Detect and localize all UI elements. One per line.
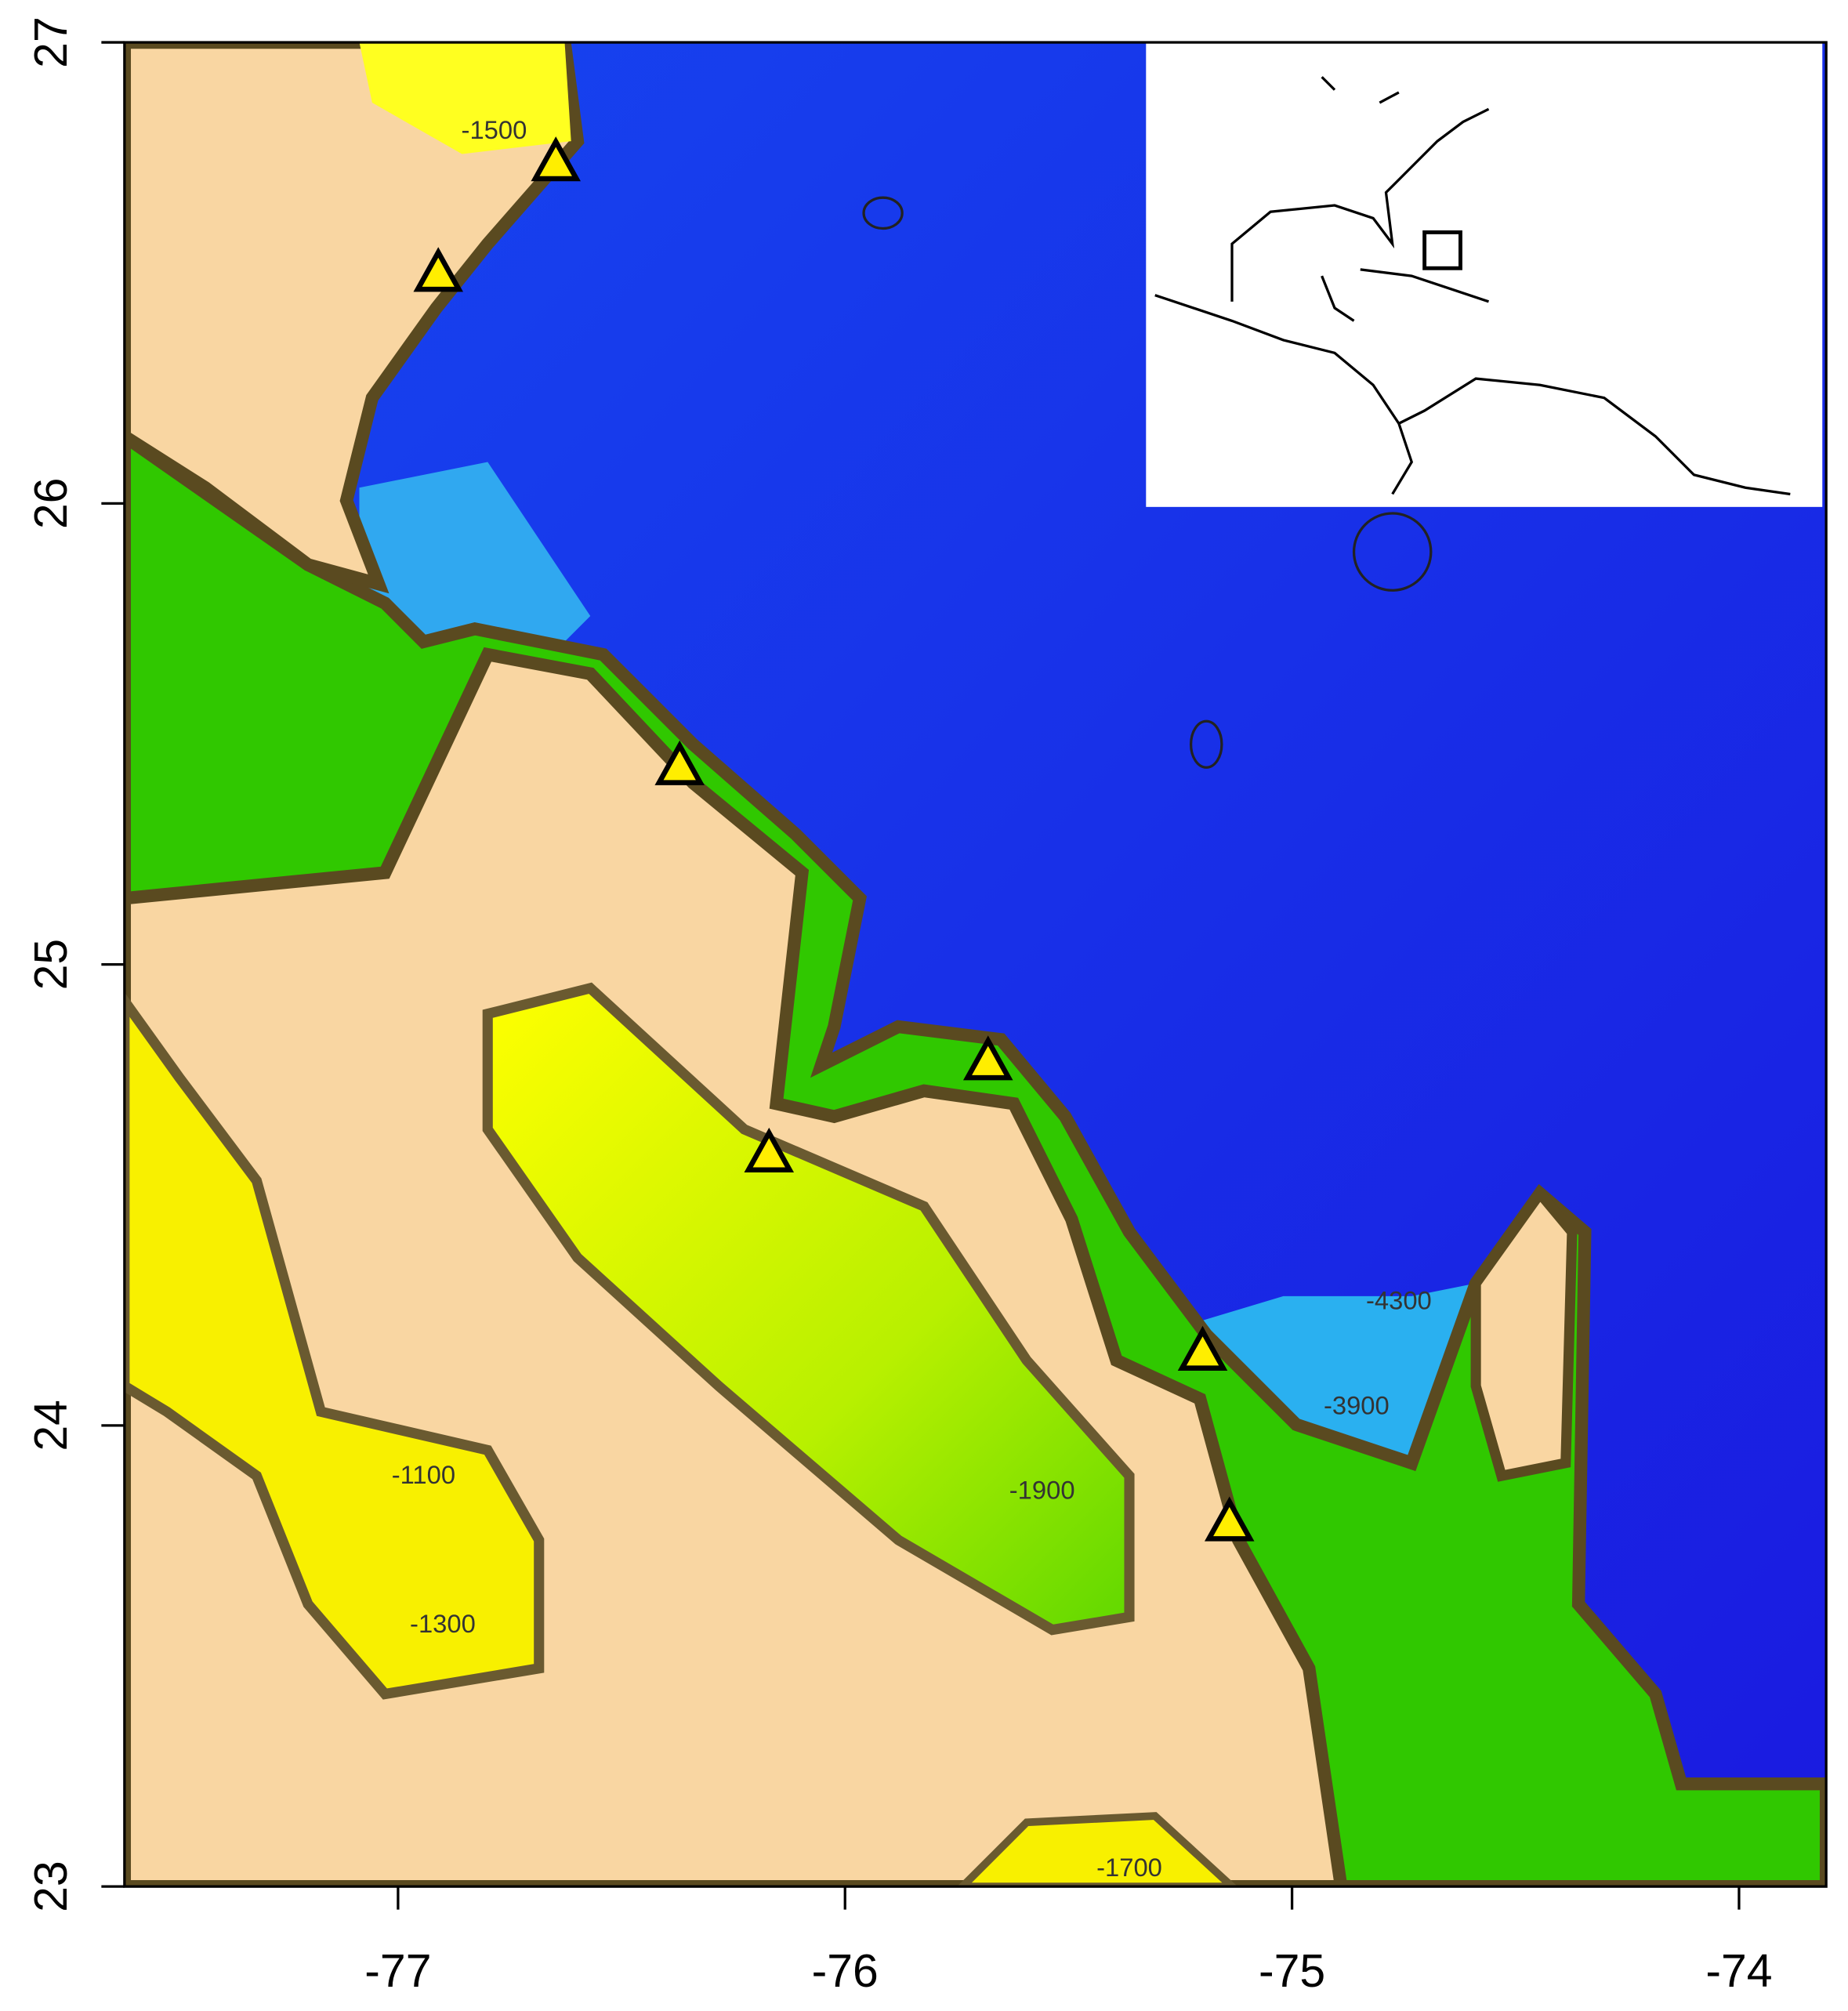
site-marker bbox=[531, 136, 581, 182]
land bbox=[124, 42, 585, 594]
exuma-bank bbox=[482, 982, 1135, 1636]
x-tick-label: -76 bbox=[812, 1946, 879, 1997]
contour-label: -3900 bbox=[1324, 1391, 1390, 1420]
contour bbox=[1352, 512, 1433, 592]
inset-map bbox=[1146, 42, 1823, 507]
site-marker bbox=[1177, 1325, 1228, 1371]
contour-label: -1700 bbox=[1096, 1853, 1162, 1882]
site-marker bbox=[962, 1035, 1013, 1081]
great-bahama-bank bbox=[124, 992, 545, 1700]
shallow-bank bbox=[957, 1812, 1238, 1887]
contour-label: -1500 bbox=[462, 115, 527, 144]
contour bbox=[1189, 719, 1223, 769]
y-tick-label: 27 bbox=[26, 16, 77, 68]
contour-label: -1300 bbox=[410, 1609, 476, 1638]
site-marker bbox=[744, 1127, 795, 1173]
y-tick-label: 23 bbox=[26, 1861, 77, 1912]
x-tick-label: -77 bbox=[364, 1946, 431, 1997]
y-tick-label: 26 bbox=[26, 478, 77, 530]
coastline bbox=[1154, 76, 1791, 496]
sites bbox=[413, 136, 1255, 1542]
y-tick-label: 25 bbox=[26, 939, 77, 991]
x-tick-label: -74 bbox=[1705, 1946, 1772, 1997]
contour-labels: -1500 -4300 -3900 -1900 -1100 -1300 -1700 bbox=[392, 115, 1432, 1882]
contour-label: -4300 bbox=[1366, 1285, 1432, 1314]
land bbox=[1470, 1185, 1578, 1482]
contour-label: -1900 bbox=[1009, 1476, 1075, 1505]
contour-label: -1100 bbox=[392, 1460, 455, 1489]
site-marker bbox=[413, 247, 463, 292]
axes: -77 -76 -75 -74 23 24 25 26 27 bbox=[26, 16, 1772, 1997]
inset-frame bbox=[1146, 42, 1823, 507]
slope bbox=[359, 462, 591, 770]
y-tick-label: 24 bbox=[26, 1400, 77, 1451]
contour bbox=[862, 196, 904, 230]
shallow-bank bbox=[359, 42, 571, 154]
site-marker bbox=[1204, 1496, 1255, 1542]
study-area bbox=[1422, 230, 1462, 270]
site-marker bbox=[654, 740, 705, 785]
x-tick-label: -75 bbox=[1259, 1946, 1325, 1997]
